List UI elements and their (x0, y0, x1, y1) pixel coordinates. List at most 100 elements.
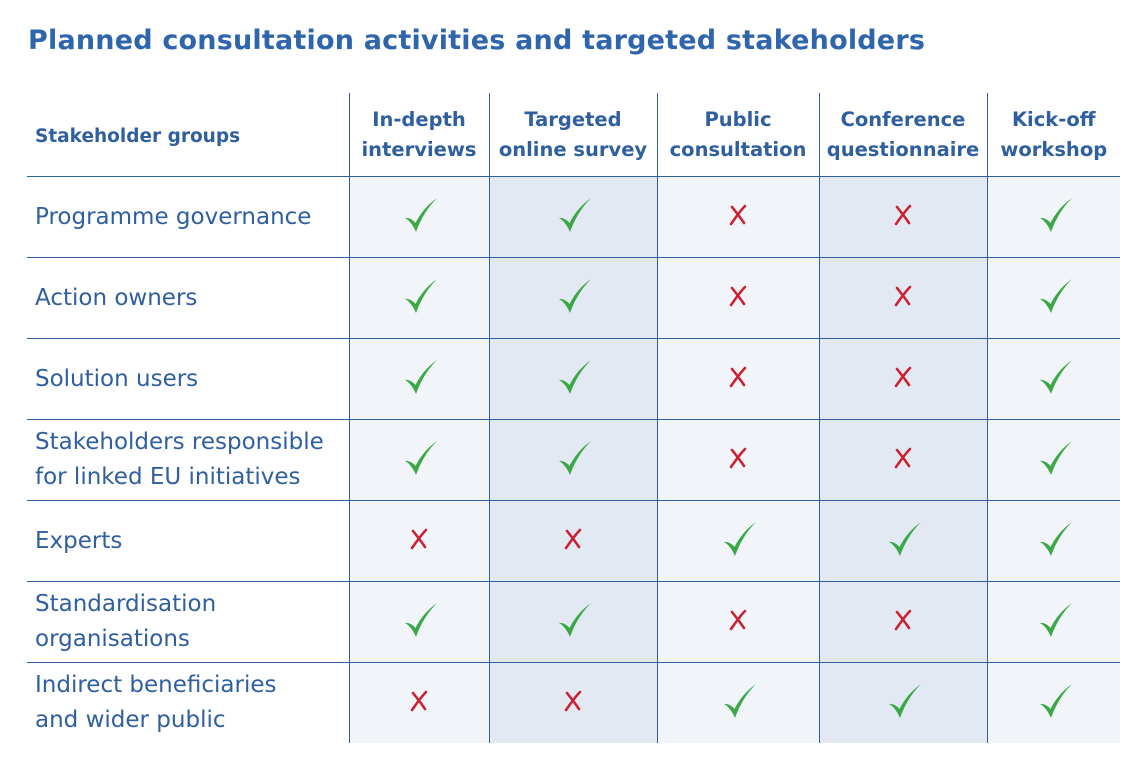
cross-icon (728, 609, 748, 631)
check-icon (1037, 601, 1075, 641)
cross-icon (563, 528, 583, 550)
cross-icon (893, 609, 913, 631)
check-icon (721, 682, 759, 722)
activity-cell (818, 419, 987, 501)
check-icon (886, 520, 924, 560)
check-icon (402, 439, 440, 479)
activity-cell (656, 176, 819, 258)
column-header-line: Conference (840, 107, 966, 131)
activity-cell (348, 500, 489, 582)
column-header-stakeholder-groups: Stakeholder groups (27, 93, 349, 177)
check-icon (1037, 682, 1075, 722)
cross-icon (893, 285, 913, 307)
stakeholder-group-label: Standardisation (35, 591, 217, 617)
activity-cell (986, 500, 1120, 582)
column-header-line: workshop (1000, 137, 1108, 161)
column-header-line: online survey (498, 137, 648, 161)
activity-cell (488, 338, 657, 420)
check-icon (1037, 439, 1075, 479)
table-row: Stakeholders responsible for linked EU in… (27, 419, 1120, 501)
stakeholder-group-label: Programme governance (35, 203, 312, 230)
activity-cell (986, 176, 1120, 258)
activity-cell (488, 176, 657, 258)
activity-cell (348, 176, 489, 258)
cross-icon (728, 447, 748, 469)
stakeholder-group-label: Indirect beneficiaries (35, 672, 277, 698)
check-icon (1037, 277, 1075, 317)
activity-cell (818, 338, 987, 420)
activity-cell (488, 581, 657, 663)
activity-cell (986, 257, 1120, 339)
column-header-line: Public (704, 107, 772, 131)
stakeholder-group-label: Experts (35, 527, 123, 554)
column-header-line: In-depth (372, 107, 466, 131)
stakeholder-group-label: Action owners (35, 284, 198, 311)
table-row: Standardisation organisations (27, 581, 1120, 663)
check-icon (1037, 358, 1075, 398)
stakeholder-group-label: Stakeholders responsible (35, 429, 324, 455)
activity-cell (656, 419, 819, 501)
activity-cell (656, 338, 819, 420)
page-title: Planned consultation activities and targ… (28, 25, 926, 56)
check-icon (402, 196, 440, 236)
check-icon (1037, 520, 1075, 560)
cross-icon (728, 285, 748, 307)
stakeholder-group-cell: Experts (27, 500, 349, 582)
cross-icon (563, 690, 583, 712)
check-icon (556, 358, 594, 398)
cross-icon (893, 366, 913, 388)
table-row: Experts (27, 500, 1120, 582)
activity-cell (818, 257, 987, 339)
table-row: Action owners (27, 257, 1120, 339)
activity-cell (986, 581, 1120, 663)
column-header-line: consultation (669, 137, 807, 161)
cross-icon (409, 528, 429, 550)
stakeholder-group-cell: Stakeholders responsible for linked EU in… (27, 419, 349, 501)
check-icon (721, 520, 759, 560)
activity-cell (656, 662, 819, 743)
activity-cell (488, 419, 657, 501)
column-header-kick-off-workshop: Kick-off workshop (986, 93, 1120, 177)
table-row: Solution users (27, 338, 1120, 420)
column-header-targeted-online-survey: Targeted online survey (488, 93, 657, 177)
activity-cell (986, 338, 1120, 420)
stakeholder-group-cell: Programme governance (27, 176, 349, 258)
activity-cell (656, 500, 819, 582)
activity-cell (656, 581, 819, 663)
cross-icon (893, 447, 913, 469)
column-header-public-consultation: Public consultation (656, 93, 819, 177)
stakeholder-group-label: for linked EU initiatives (35, 464, 301, 490)
check-icon (1037, 196, 1075, 236)
check-icon (402, 358, 440, 398)
check-icon (556, 439, 594, 479)
activity-cell (348, 581, 489, 663)
activity-cell (488, 500, 657, 582)
stakeholder-group-cell: Indirect beneficiaries and wider public (27, 663, 349, 744)
stakeholder-group-label: and wider public (35, 707, 226, 733)
column-header-in-depth-interviews: In-depth interviews (348, 93, 489, 177)
check-icon (556, 601, 594, 641)
cross-icon (728, 204, 748, 226)
column-header-line: Kick-off (1011, 107, 1096, 131)
column-header-line: Targeted (524, 107, 622, 131)
column-header-conference-questionnaire: Conference questionnaire (818, 93, 987, 177)
activity-cell (818, 500, 987, 582)
stakeholder-group-cell: Standardisation organisations (27, 581, 349, 663)
activity-cell (986, 419, 1120, 501)
check-icon (886, 682, 924, 722)
check-icon (556, 196, 594, 236)
activity-cell (656, 257, 819, 339)
activity-cell (348, 338, 489, 420)
cross-icon (728, 366, 748, 388)
check-icon (556, 277, 594, 317)
stakeholder-activity-table: Stakeholder groups In-depth interviews T… (27, 93, 1120, 743)
activity-cell (348, 419, 489, 501)
table-row: Programme governance (27, 176, 1120, 258)
activity-cell (986, 662, 1120, 743)
check-icon (402, 601, 440, 641)
stakeholder-group-label: Solution users (35, 365, 199, 392)
cross-icon (893, 204, 913, 226)
table-body: Programme governance Action owners Solutio… (27, 176, 1120, 744)
table-row: Indirect beneficiaries and wider public (27, 662, 1120, 744)
activity-cell (818, 176, 987, 258)
